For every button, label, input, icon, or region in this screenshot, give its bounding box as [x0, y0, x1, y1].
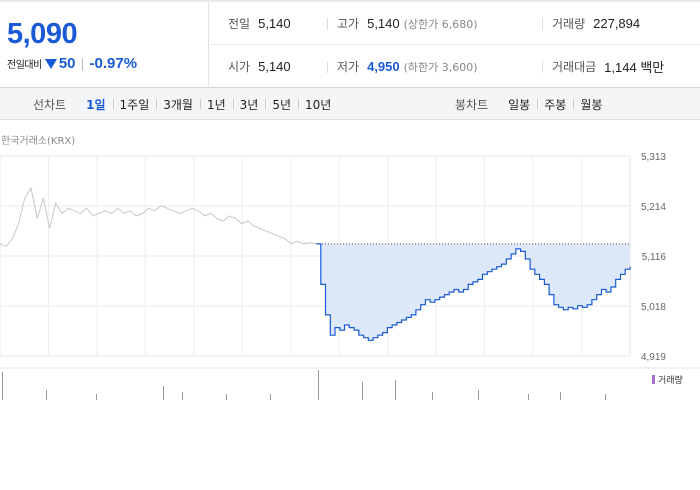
volume-bar [362, 382, 363, 400]
tab-daily[interactable]: 일봉 [508, 97, 531, 112]
y-tick-label: 4,919 [641, 352, 666, 363]
stats-row-1: 전일 5,140 고가 5,140 (상한가 6,680) 거래량 227,89… [210, 2, 700, 45]
stat-value: 5,140 [367, 16, 400, 31]
tab-3m[interactable]: 3개월 [156, 96, 200, 113]
chart-period-tabs: 선차트 1일 1주일 3개월 1년 3년 5년 10년 봉차트 일봉 주봉 월봉 [0, 88, 700, 120]
tab-5y[interactable]: 5년 [265, 96, 298, 113]
change-rate: -0.97% [89, 55, 138, 72]
volume-bar [605, 394, 606, 400]
stat-value: 5,140 [258, 59, 291, 74]
tab-weekly[interactable]: 주봉 [537, 96, 573, 113]
y-tick-label: 5,313 [641, 152, 666, 163]
previous-day-line [0, 186, 317, 248]
stat-low: 저가 4,950 (하한가 3,600) [327, 45, 478, 88]
stat-label: 저가 [337, 60, 360, 74]
stat-label: 고가 [337, 17, 360, 31]
tab-1y[interactable]: 1년 [199, 96, 233, 113]
stat-label: 거래량 [552, 17, 586, 31]
y-tick-label: 5,214 [641, 202, 666, 213]
stat-high: 고가 5,140 (상한가 6,680) [327, 2, 478, 45]
volume-bar [560, 392, 561, 400]
y-axis-labels: 5,313 5,214 5,116 5,018 4,919 [641, 152, 666, 363]
y-tick-label: 5,116 [642, 252, 667, 263]
volume-bar [270, 394, 271, 400]
price-box: 5,090 전일대비 50 | -0.97% [0, 2, 209, 88]
volume-bar [182, 392, 183, 400]
tab-10y[interactable]: 10년 [298, 96, 338, 113]
tab-1d[interactable]: 1일 [86, 97, 106, 112]
change-label: 전일대비 [7, 60, 42, 71]
tab-1w[interactable]: 1주일 [112, 96, 157, 113]
volume-bar [395, 380, 396, 400]
stat-label: 전일 [228, 17, 251, 31]
price-chart: 5,313 5,214 5,116 5,018 4,919 [0, 152, 700, 400]
volume-bar [432, 392, 433, 400]
down-triangle-icon [44, 59, 57, 69]
stat-open: 시가 5,140 [228, 45, 291, 88]
volume-bar [2, 372, 3, 400]
volume-bar [528, 394, 529, 400]
stats-table: 전일 5,140 고가 5,140 (상한가 6,680) 거래량 227,89… [210, 2, 700, 88]
quote-summary: 5,090 전일대비 50 | -0.97% 전일 5,140 고가 5,140… [0, 0, 700, 88]
stat-volume: 거래량 227,894 [542, 2, 641, 45]
stat-value: 227,894 [593, 16, 641, 31]
line-chart-tabs: 선차트 1일 1주일 3개월 1년 3년 5년 10년 [33, 88, 338, 120]
chart-series [0, 186, 631, 341]
volume-bar [318, 370, 319, 400]
stats-row-2: 시가 5,140 저가 4,950 (하한가 3,600) 거래대금 1,144… [210, 45, 700, 88]
stat-sub: (상한가 6,680) [403, 17, 478, 31]
volume-bars [0, 367, 700, 400]
stat-prev-close: 전일 5,140 [228, 2, 291, 45]
current-price: 5,090 [7, 18, 78, 50]
divider [327, 61, 328, 73]
tab-monthly[interactable]: 월봉 [573, 96, 609, 113]
exchange-label: 한국거래소(KRX) [1, 136, 76, 147]
candle-chart-tabs: 봉차트 일봉 주봉 월봉 [455, 88, 609, 120]
stat-label: 거래대금 [552, 60, 597, 74]
divider [327, 18, 328, 30]
chart-grid [0, 155, 631, 357]
volume-legend: 거래량 [652, 373, 683, 386]
volume-bar [163, 386, 164, 400]
stat-sub: (하한가 3,600) [403, 60, 478, 74]
price-change-row: 전일대비 50 | -0.97% [7, 55, 137, 72]
change-value: 50 [58, 55, 76, 72]
today-price-line [316, 243, 631, 341]
volume-bar [226, 394, 227, 400]
volume-legend-label: 거래량 [658, 376, 683, 386]
volume-bar [96, 394, 97, 400]
change-divider: | [80, 56, 85, 71]
stat-amount: 거래대금 1,144 백만 [542, 45, 665, 88]
stat-label: 시가 [228, 60, 251, 74]
stat-value: 5,140 [258, 16, 291, 31]
volume-bar [478, 390, 479, 400]
stat-value: 4,950 [367, 59, 400, 74]
volume-bar [46, 390, 47, 400]
divider [542, 61, 543, 73]
volume-swatch [652, 375, 655, 384]
y-tick-label: 5,018 [641, 302, 666, 313]
divider [542, 18, 543, 30]
stat-value: 1,144 백만 [604, 60, 665, 75]
today-area-fill [316, 243, 630, 341]
candle-chart-title: 봉차트 [455, 97, 489, 112]
line-chart-title: 선차트 [33, 97, 67, 112]
tab-3y[interactable]: 3년 [232, 96, 266, 113]
